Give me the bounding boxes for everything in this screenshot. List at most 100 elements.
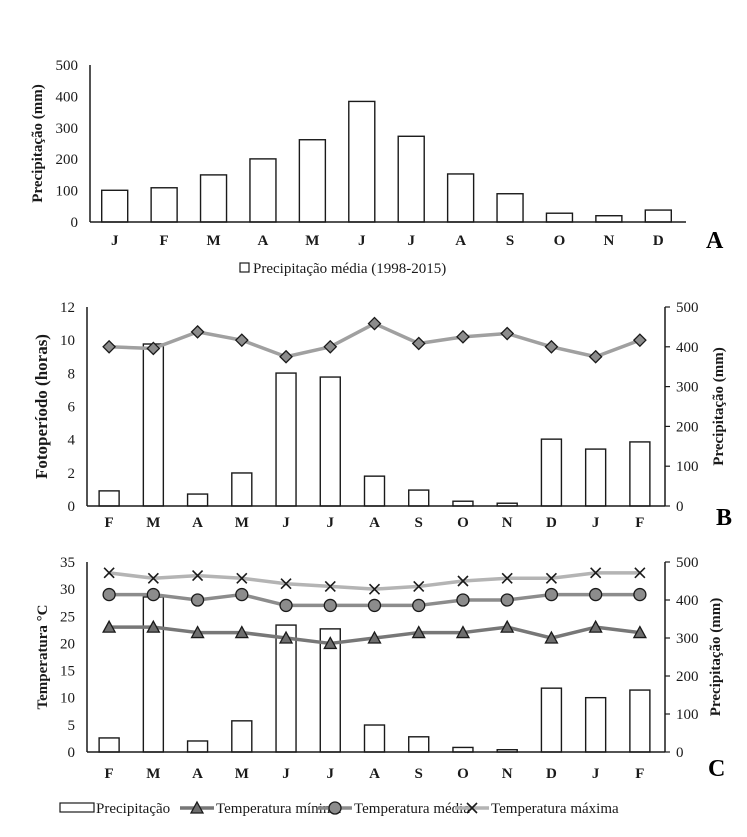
data-point-circle: [323, 598, 337, 613]
x-tick-label: D: [653, 233, 664, 249]
marker-x-stroke: [634, 567, 646, 579]
data-point-x: [634, 567, 646, 579]
data-point-x: [590, 567, 602, 579]
bar: [98, 737, 120, 753]
bar: [98, 490, 120, 507]
marker-x-stroke: [103, 567, 115, 579]
data-point-triangle: [146, 619, 161, 633]
data-point-x: [545, 572, 557, 584]
x-tick-label: F: [160, 233, 169, 249]
x-tick-label: M: [305, 233, 319, 249]
y-tick-label: 4: [68, 433, 76, 449]
bar: [408, 489, 430, 507]
x-tick-label: F: [635, 766, 644, 782]
data-point-circle: [367, 598, 382, 613]
x-tick-label: N: [603, 233, 614, 249]
data-point-x: [147, 572, 159, 584]
bar: [249, 158, 277, 223]
data-point-diamond: [146, 341, 161, 356]
legend-label: Temperatura média: [354, 801, 470, 817]
x-tick-label: M: [235, 515, 249, 531]
bar: [629, 689, 651, 753]
y2-tick-label: 500: [676, 300, 699, 316]
data-point-triangle: [102, 619, 117, 633]
y-tick-label: 0: [68, 499, 76, 515]
x-tick-label: A: [192, 766, 203, 782]
y-tick-label: 2: [68, 466, 76, 482]
y-tick-label: 10: [60, 691, 75, 707]
x-tick-label: O: [554, 233, 566, 249]
marker-x-stroke: [545, 572, 557, 584]
y2-tick-label: 200: [676, 419, 699, 435]
data-point-triangle: [323, 636, 338, 650]
bar: [595, 215, 623, 223]
data-point-triangle: [632, 625, 647, 639]
y-tick-label: 0: [68, 745, 76, 761]
data-point-triangle: [234, 625, 249, 639]
data-point-x: [368, 583, 381, 595]
marker-x-stroke: [368, 583, 381, 595]
x-tick-label: A: [455, 233, 466, 249]
legend-label: Precipitação: [96, 801, 170, 817]
data-point-diamond: [279, 349, 293, 364]
y-tick-label: 10: [60, 333, 75, 349]
y-tick-label: 0: [71, 215, 79, 231]
bar: [397, 135, 425, 223]
legend-marker-x: [466, 802, 478, 814]
data-point-circle: [589, 587, 603, 602]
y-axis-label: Temperatura °C: [35, 604, 51, 709]
data-point-circle: [235, 587, 249, 602]
panel-label: C: [708, 756, 725, 782]
data-point-circle: [146, 587, 160, 602]
data-point-triangle: [190, 625, 205, 639]
bar: [298, 139, 327, 223]
x-tick-label: O: [457, 515, 469, 531]
legend-panel-c: Precipitação Temperatura mínima Temperatur…: [59, 800, 619, 817]
bar: [363, 475, 386, 507]
y-tick-label: 25: [60, 609, 75, 625]
data-point-circle: [412, 598, 426, 613]
y-tick-label: 300: [56, 121, 79, 137]
data-point-triangle: [500, 619, 515, 633]
x-tick-label: J: [282, 515, 290, 531]
data-point-diamond: [234, 333, 249, 348]
bar: [150, 187, 178, 223]
y2-tick-label: 500: [676, 555, 699, 571]
x-tick-label: O: [457, 766, 469, 782]
y-tick-label: 35: [60, 555, 75, 571]
data-point-diamond: [632, 333, 647, 348]
data-point-x: [103, 567, 115, 579]
legend-marker-circle: [328, 801, 342, 815]
x-tick-label: M: [235, 766, 249, 782]
x-tick-label: S: [415, 766, 423, 782]
bar: [275, 624, 297, 753]
data-point-x: [457, 575, 469, 587]
y2-tick-label: 400: [676, 340, 699, 356]
x-tick-label: N: [502, 766, 513, 782]
x-tick-label: N: [502, 515, 513, 531]
y2-tick-label: 0: [676, 499, 684, 515]
x-tick-label: F: [105, 515, 114, 531]
data-point-diamond: [544, 339, 559, 354]
legend-panel-a: Precipitação média (1998-2015): [239, 261, 446, 277]
y-tick-label: 5: [68, 718, 76, 734]
x-tick-label: M: [146, 515, 160, 531]
marker-x-stroke: [501, 572, 513, 584]
x-tick-label: D: [546, 515, 557, 531]
data-point-diamond: [588, 349, 603, 364]
marker-x-stroke: [590, 567, 602, 579]
x-tick-label: J: [282, 766, 290, 782]
x-tick-label: M: [206, 233, 220, 249]
bar: [584, 448, 607, 507]
y-tick-label: 400: [56, 89, 79, 105]
y2-tick-label: 400: [676, 593, 699, 609]
legend-marker-triangle: [189, 800, 205, 814]
data-point-circle: [279, 598, 293, 613]
data-point-x: [280, 578, 292, 590]
y-tick-label: 100: [56, 184, 79, 200]
x-tick-label: D: [546, 766, 557, 782]
legend-swatch-precipitation: [239, 262, 250, 273]
y2-tick-label: 0: [676, 745, 684, 761]
bar: [231, 472, 253, 507]
x-tick-label: A: [192, 515, 203, 531]
